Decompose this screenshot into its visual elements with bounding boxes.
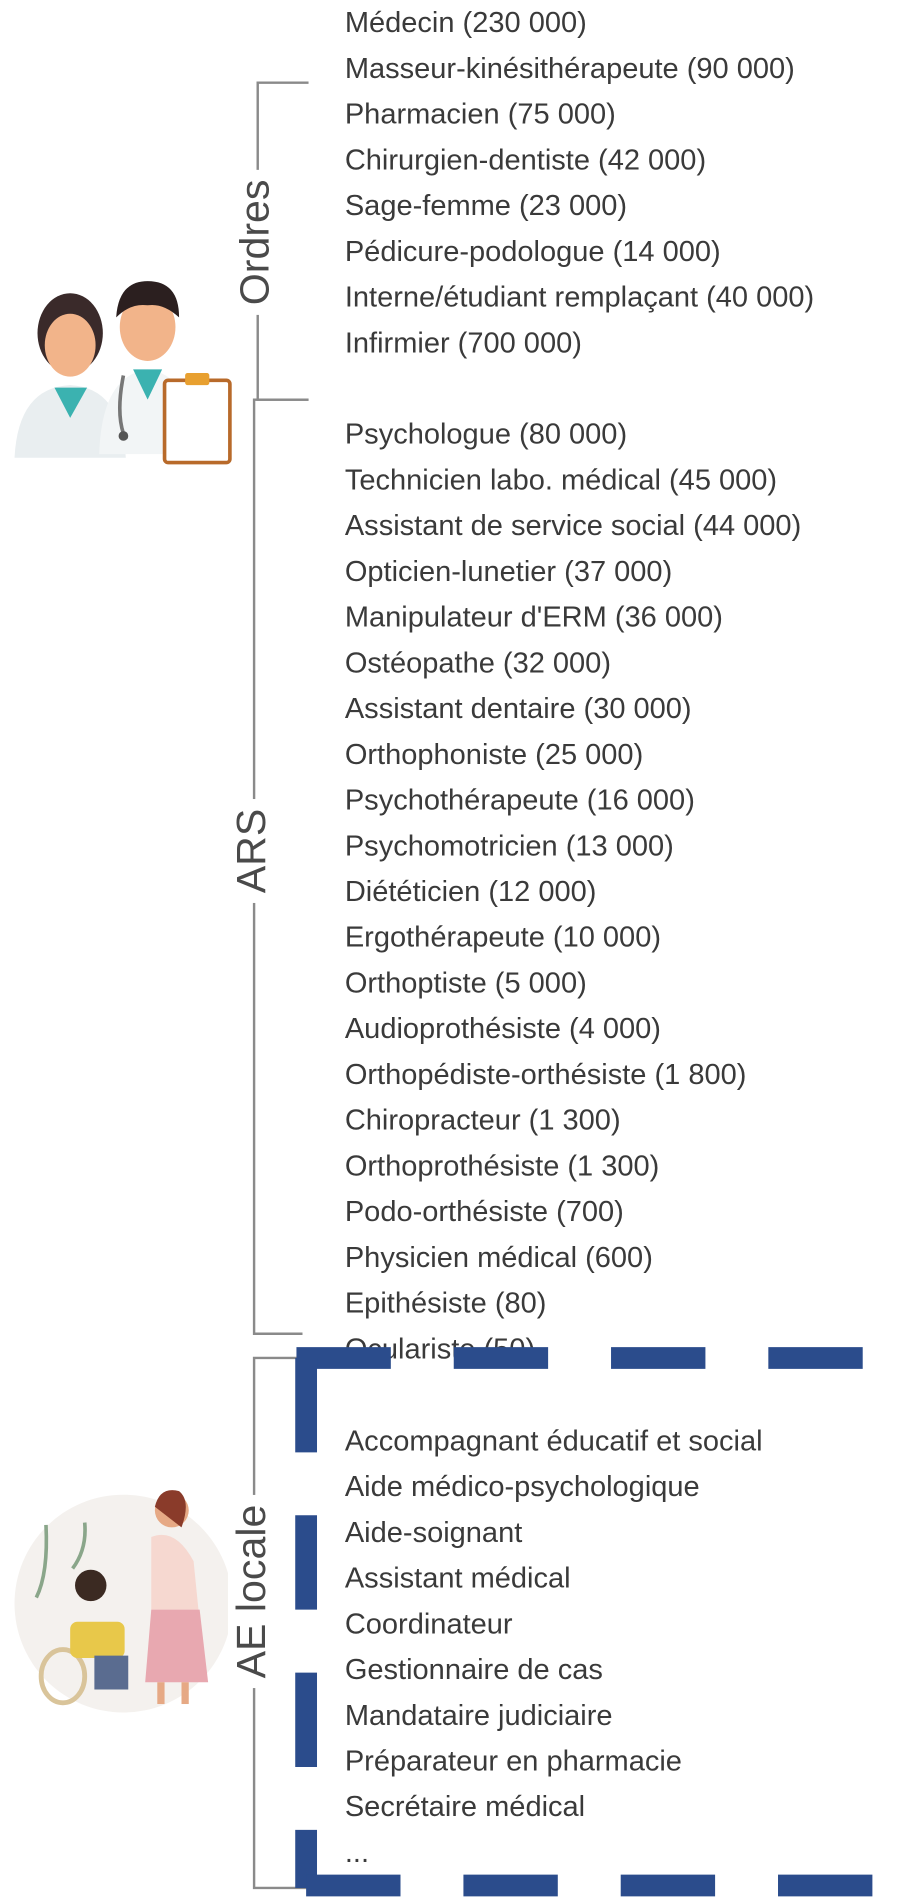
item: Ergothérapeute (10 000) bbox=[345, 922, 661, 954]
item: Sage-femme (23 000) bbox=[345, 190, 627, 222]
item: ... bbox=[345, 1837, 369, 1869]
item: Psychologue (80 000) bbox=[345, 419, 627, 451]
group-label: Ordres bbox=[232, 180, 278, 306]
item: Aide-soignant bbox=[345, 1517, 522, 1549]
items: Médecin (230 000) Masseur-kinésithérapeut… bbox=[345, 7, 814, 1869]
item: Audioprothésiste (4 000) bbox=[345, 1013, 661, 1045]
item: Psychomotricien (13 000) bbox=[345, 830, 674, 862]
item: Mandataire judiciaire bbox=[345, 1700, 613, 1732]
item: Médecin (230 000) bbox=[345, 7, 587, 39]
item: Coordinateur bbox=[345, 1608, 513, 1640]
doctors-illustration bbox=[15, 281, 230, 462]
item: Opticien-lunetier (37 000) bbox=[345, 556, 672, 588]
group-labels: Ordres ARS AE locale bbox=[228, 170, 278, 1688]
item: Diététicien (12 000) bbox=[345, 876, 597, 908]
caregiver-illustration bbox=[15, 1490, 233, 1712]
item: Préparateur en pharmacie bbox=[345, 1746, 682, 1778]
group-label: ARS bbox=[228, 809, 274, 894]
page: {"groups": [ {"label": "Ordres", "items"… bbox=[0, 0, 922, 1898]
item: Assistant dentaire (30 000) bbox=[345, 693, 692, 725]
item: Accompagnant éducatif et social bbox=[345, 1425, 763, 1457]
item: Chiropracteur (1 300) bbox=[345, 1105, 621, 1137]
item: Physicien médical (600) bbox=[345, 1242, 653, 1274]
item: Psychothérapeute (16 000) bbox=[345, 785, 695, 817]
item: Aide médico-psychologique bbox=[345, 1471, 700, 1503]
item: Gestionnaire de cas bbox=[345, 1654, 603, 1686]
item: Orthoptiste (5 000) bbox=[345, 967, 587, 999]
item: Chirurgien-dentiste (42 000) bbox=[345, 144, 706, 176]
item: Infirmier (700 000) bbox=[345, 327, 582, 359]
diagram: Médecin (230 000) Masseur-kinésithérapeut… bbox=[0, 0, 922, 1898]
item: Interne/étudiant remplaçant (40 000) bbox=[345, 282, 814, 314]
item: Orthoprothésiste (1 300) bbox=[345, 1150, 659, 1182]
item: Ostéopathe (32 000) bbox=[345, 647, 611, 679]
item: Secrétaire médical bbox=[345, 1791, 585, 1823]
item: Technicien labo. médical (45 000) bbox=[345, 464, 777, 496]
item: Epithésiste (80) bbox=[345, 1288, 547, 1320]
item: Assistant de service social (44 000) bbox=[345, 510, 801, 542]
item: Masseur-kinésithérapeute (90 000) bbox=[345, 53, 795, 85]
item: Podo-orthésiste (700) bbox=[345, 1196, 624, 1228]
item: Orthophoniste (25 000) bbox=[345, 739, 643, 771]
item: Pédicure-podologue (14 000) bbox=[345, 236, 721, 268]
item: Assistant médical bbox=[345, 1563, 571, 1595]
item: Orthopédiste-orthésiste (1 800) bbox=[345, 1059, 747, 1091]
group-label: AE locale bbox=[228, 1505, 274, 1679]
item: Manipulateur d'ERM (36 000) bbox=[345, 602, 723, 634]
item: Pharmacien (75 000) bbox=[345, 99, 616, 131]
